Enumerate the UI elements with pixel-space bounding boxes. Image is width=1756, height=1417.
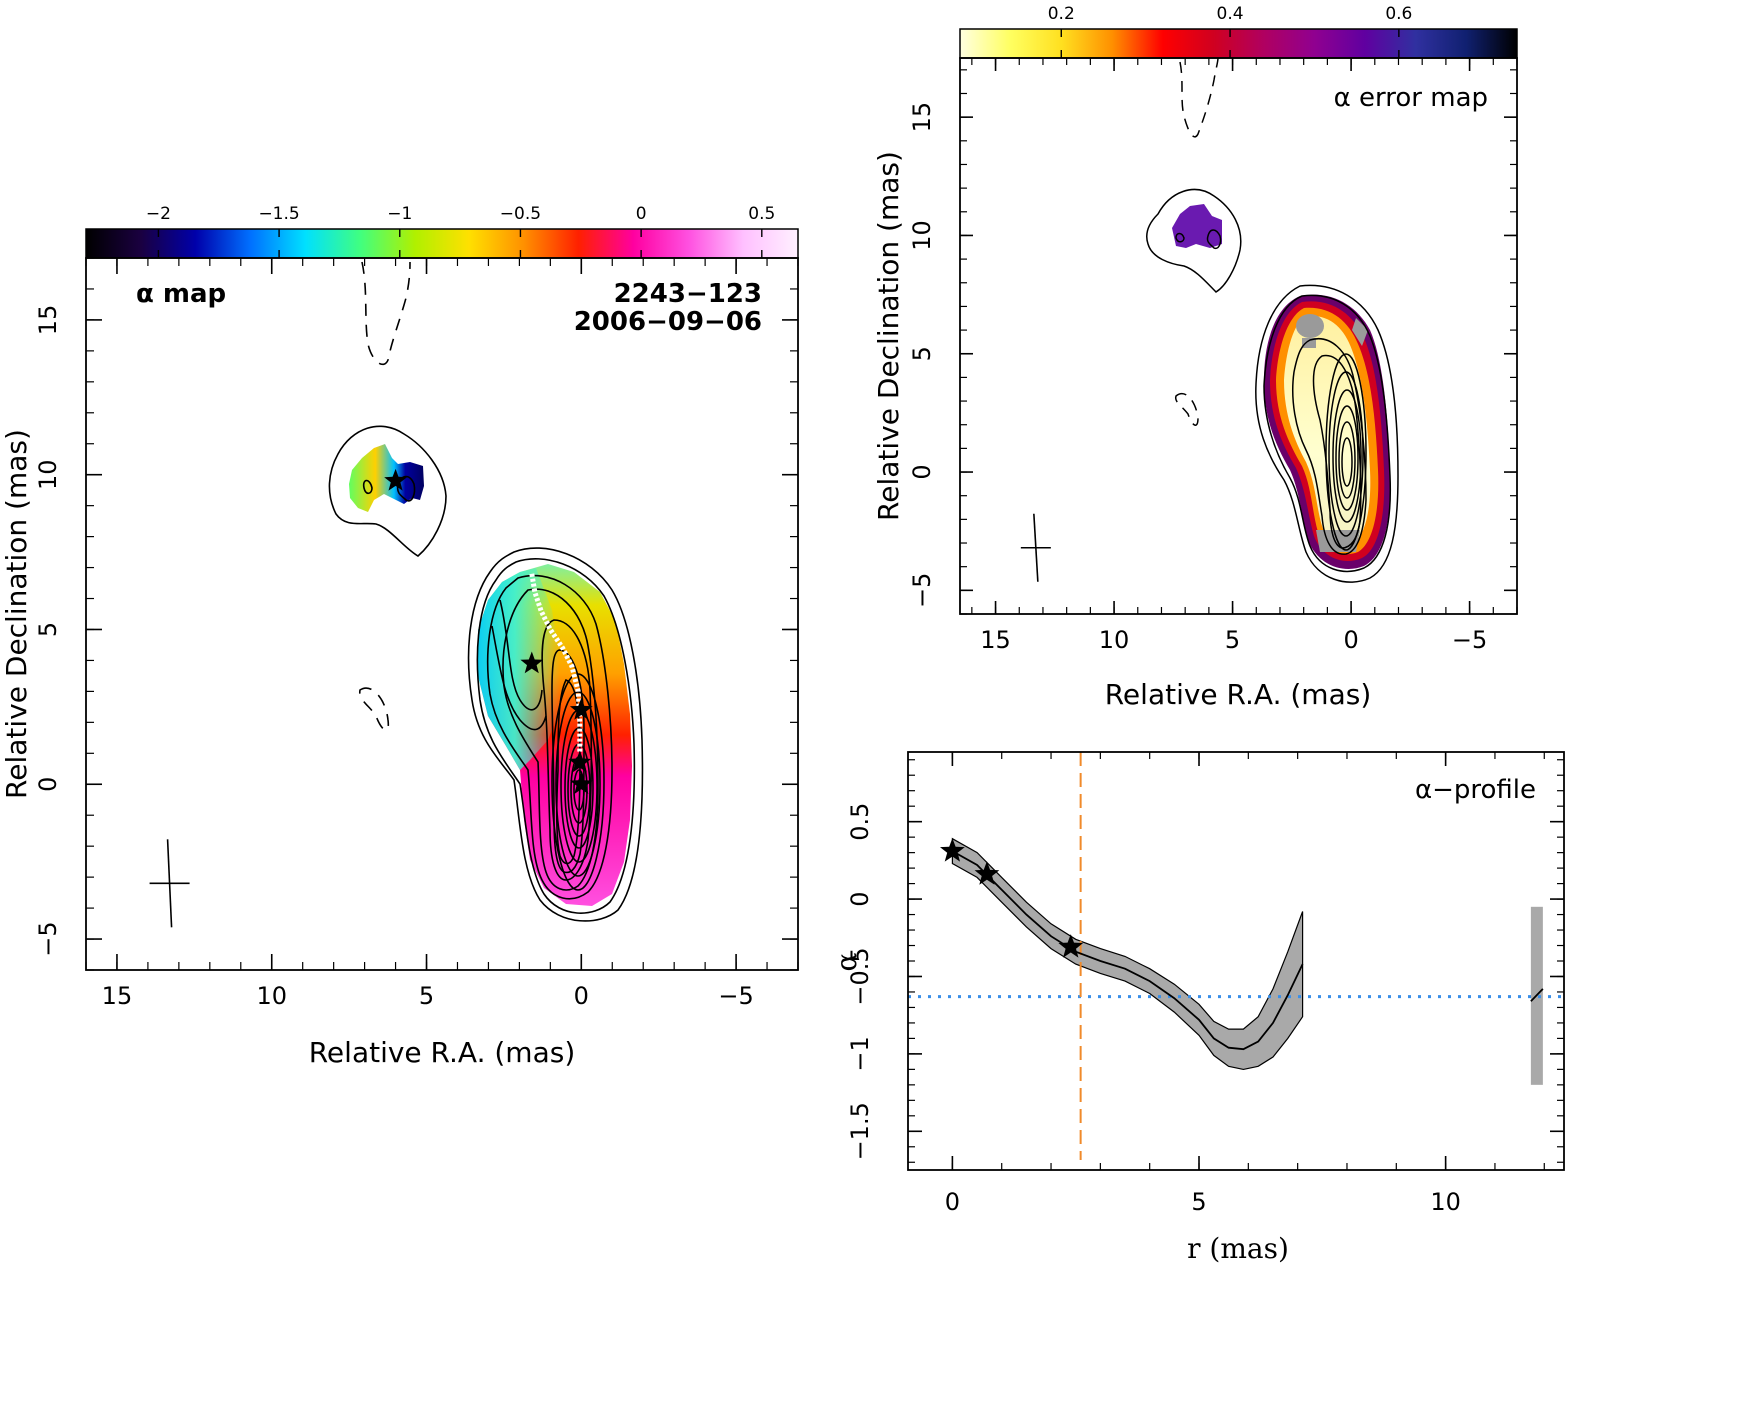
star-icon	[1058, 934, 1084, 958]
x-tick-label: 10	[256, 982, 287, 1010]
x-tick-label: 0	[574, 982, 589, 1010]
alpha-jet-side	[478, 568, 560, 770]
error-colorbar-ticks: 0.2 0.4 0.6	[1048, 4, 1412, 58]
colorbar-tick-label: −2	[146, 204, 171, 224]
profile-ylabel: α	[830, 952, 863, 971]
alpha-map-title: α map	[136, 279, 226, 309]
alpha-error-map-panel: 0.2 0.4 0.6	[872, 4, 1518, 711]
profile-components	[940, 838, 1084, 958]
star-icon	[520, 651, 544, 674]
x-tick-label: 10	[1430, 1188, 1461, 1216]
colorbar-tick-label: 0.5	[748, 204, 775, 224]
alpha-negative-contours	[359, 261, 411, 731]
profile-frame	[907, 751, 1565, 1171]
y-tick-label: 15	[34, 305, 62, 336]
error-map-image	[1020, 58, 1399, 583]
x-tick-label: 5	[1191, 1188, 1206, 1216]
error-map-axes: 15 10 5 0 −5 −5 0 5 10 15	[908, 58, 1518, 654]
ridge-path	[529, 573, 583, 754]
alpha-map-image	[149, 261, 644, 928]
error-jet-contours	[1255, 284, 1399, 583]
alpha-knot-contours	[328, 425, 447, 557]
alpha-profile-panel: 0 5 10 −1.5 −1 −0.5 0 0.5 α−profile r (mas) α	[830, 751, 1565, 1265]
y-tick-label: 15	[908, 102, 936, 133]
x-tick-label: 0	[1343, 626, 1358, 654]
colorbar-tick-label: −1	[387, 204, 412, 224]
colorbar-tick-label: 0.4	[1217, 4, 1244, 24]
profile-line	[951, 850, 1304, 1051]
colorbar-tick-label: −0.5	[500, 204, 541, 224]
alpha-map-panel: −2 −1.5 −1 −0.5 0 0.5	[0, 204, 799, 1069]
error-knot-color	[1172, 204, 1222, 248]
profile-title: α−profile	[1415, 775, 1536, 805]
y-tick-label: 0	[846, 891, 874, 906]
y-tick-label: −1	[846, 1036, 874, 1071]
alpha-map-ylabel: Relative Declination (mas)	[0, 429, 33, 799]
error-colorbar	[959, 28, 1518, 59]
alpha-map-source: 2243−123	[614, 279, 762, 309]
x-tick-label: 10	[1099, 626, 1130, 654]
profile-axes: 0 5 10 −1.5 −1 −0.5 0 0.5	[846, 752, 1564, 1216]
x-tick-label: 15	[102, 982, 133, 1010]
y-tick-label: 5	[908, 346, 936, 361]
y-tick-label: 5	[34, 622, 62, 637]
y-tick-label: 0	[908, 464, 936, 479]
beam-minor-axis	[166, 839, 173, 928]
alpha-colorbar-ticks: −2 −1.5 −1 −0.5 0 0.5	[146, 204, 775, 258]
error-map-title: α error map	[1334, 83, 1488, 113]
colorbar-tick-label: −1.5	[258, 204, 299, 224]
profile-error-band	[951, 837, 1304, 1071]
alpha-ridge-line	[529, 573, 583, 754]
alpha-colorbar	[85, 228, 799, 259]
alpha-map-epoch: 2006−09−06	[574, 307, 762, 337]
error-map-frame	[959, 57, 1518, 615]
error-negative-contours	[1174, 58, 1219, 426]
y-tick-label: −5	[908, 573, 936, 608]
colorbar-tick-label: 0.6	[1385, 4, 1412, 24]
colorbar-tick-label: 0.2	[1048, 4, 1075, 24]
alpha-components	[384, 468, 593, 794]
y-tick-label: 10	[908, 220, 936, 251]
profile-isolated-line	[1530, 988, 1544, 1002]
colorbar-tick-label: 0	[636, 204, 647, 224]
y-tick-label: 0.5	[846, 803, 874, 841]
x-tick-label: −5	[1452, 626, 1487, 654]
y-tick-label: −1.5	[846, 1102, 874, 1160]
star-icon	[384, 468, 407, 491]
star-icon	[569, 772, 593, 794]
profile-xlabel: r (mas)	[1187, 1232, 1289, 1265]
error-knot-contours	[1146, 188, 1242, 293]
y-tick-label: 10	[34, 459, 62, 490]
alpha-jet-contours	[467, 547, 644, 922]
y-tick-label: −0.5	[846, 947, 874, 1005]
star-icon	[569, 698, 593, 720]
beam-minor-axis	[1033, 513, 1039, 582]
error-map-xlabel: Relative R.A. (mas)	[1105, 678, 1372, 711]
alpha-map-frame	[85, 257, 799, 971]
y-tick-label: −5	[34, 921, 62, 956]
x-tick-label: 15	[980, 626, 1011, 654]
alpha-map-xlabel: Relative R.A. (mas)	[309, 1036, 576, 1069]
alpha-beam-cross	[149, 839, 190, 928]
error-beam-cross	[1020, 513, 1051, 582]
x-tick-label: 5	[419, 982, 434, 1010]
star-icon	[568, 750, 592, 773]
x-tick-label: 5	[1225, 626, 1240, 654]
star-icon	[940, 838, 965, 862]
star-icon	[974, 861, 1000, 885]
x-tick-label: 0	[945, 1188, 960, 1216]
alpha-map-axes: 15 10 5 0 −5 −5 0 5 10 15	[34, 257, 799, 1010]
y-tick-label: 0	[34, 777, 62, 792]
x-tick-label: −5	[718, 982, 753, 1010]
error-map-ylabel: Relative Declination (mas)	[872, 151, 905, 521]
